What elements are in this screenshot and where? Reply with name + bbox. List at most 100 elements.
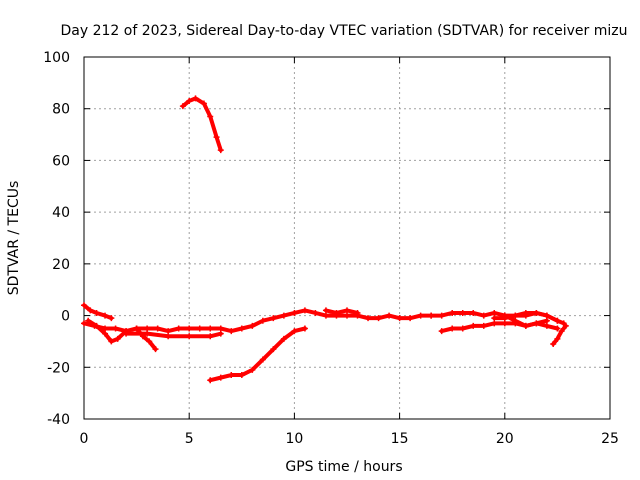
- data-point: [81, 302, 87, 309]
- data-point: [449, 309, 456, 316]
- series-line-arc-3: [86, 318, 129, 344]
- data-point: [213, 134, 220, 141]
- data-point: [207, 333, 214, 340]
- x-axis-label: GPS time / hours: [285, 459, 402, 475]
- data-point: [543, 317, 550, 324]
- series-line-arc-2: [82, 308, 434, 334]
- data-point: [154, 325, 161, 332]
- data-point: [165, 328, 172, 335]
- data-point: [438, 312, 445, 319]
- data-point: [480, 312, 487, 319]
- data-point: [522, 322, 529, 329]
- data-point: [102, 325, 109, 332]
- data-point: [533, 309, 540, 316]
- data-point: [207, 113, 214, 120]
- series-line-arc-7: [208, 326, 307, 383]
- data-point: [108, 315, 115, 322]
- data-point: [280, 312, 287, 319]
- data-point: [217, 147, 224, 154]
- data-point: [512, 312, 519, 319]
- data-point: [491, 320, 498, 327]
- data-point: [322, 307, 329, 314]
- y-tick-label: 80: [52, 102, 70, 118]
- data-point: [554, 325, 561, 332]
- data-point: [344, 307, 350, 314]
- data-point: [312, 309, 319, 316]
- data-point: [196, 325, 203, 332]
- y-tick-label: 40: [52, 205, 70, 221]
- data-point: [459, 309, 466, 316]
- data-point: [152, 346, 159, 353]
- data-point: [217, 325, 224, 332]
- data-point: [238, 372, 245, 379]
- series-line-arc-6: [180, 96, 223, 153]
- data-point: [438, 328, 445, 335]
- y-axis-label: SDTVAR / TECUs: [6, 181, 22, 296]
- data-point: [558, 328, 565, 335]
- data-point: [102, 330, 109, 337]
- plot-frame: [83, 56, 611, 420]
- data-point: [123, 330, 130, 337]
- x-tick-label: 20: [496, 431, 514, 447]
- data-point: [102, 312, 109, 319]
- data-point: [200, 100, 207, 107]
- chart-title: Day 212 of 2023, Sidereal Day-to-day VTE…: [61, 23, 628, 39]
- data-point: [81, 320, 87, 327]
- data-point: [354, 309, 361, 316]
- data-point: [533, 320, 540, 327]
- data-point: [375, 315, 382, 322]
- data-point: [228, 372, 235, 379]
- series-line-arc-13: [551, 323, 568, 347]
- data-point: [407, 315, 414, 322]
- data-point: [144, 325, 151, 332]
- x-tick-labels: 0 5 10 15 20 25: [80, 431, 619, 447]
- data-point: [93, 322, 100, 329]
- y-tick-label: 60: [52, 153, 70, 169]
- y-tick-label: 20: [52, 257, 70, 273]
- data-point: [522, 309, 529, 316]
- data-point: [207, 325, 214, 332]
- data-point: [417, 312, 424, 319]
- data-point: [179, 103, 186, 110]
- data-point: [249, 366, 256, 373]
- data-point: [512, 317, 519, 324]
- data-point: [550, 341, 557, 348]
- data-point: [270, 315, 277, 322]
- data-point: [322, 312, 329, 319]
- x-tick-label: 15: [391, 431, 409, 447]
- data-point: [344, 312, 350, 319]
- data-point: [259, 356, 266, 363]
- data-point: [480, 322, 487, 329]
- data-point: [249, 322, 256, 329]
- data-point: [108, 338, 115, 345]
- y-tick-label: -20: [47, 360, 70, 376]
- data-point: [301, 307, 308, 314]
- data-point: [396, 315, 403, 322]
- x-tick-label: 5: [185, 431, 194, 447]
- data-point: [270, 346, 277, 353]
- data-point: [175, 325, 182, 332]
- data-point: [365, 315, 372, 322]
- data-point: [543, 322, 550, 329]
- data-point: [333, 309, 340, 316]
- data-point: [301, 325, 308, 332]
- data-point: [186, 333, 193, 340]
- data-point: [554, 335, 561, 342]
- data-point: [259, 317, 266, 324]
- data-point: [192, 95, 199, 102]
- data-point: [386, 312, 393, 319]
- data-point: [186, 97, 193, 104]
- data-point: [562, 322, 569, 329]
- y-tick-label: -40: [47, 412, 70, 428]
- data-series: [81, 95, 569, 384]
- x-tick-label: 10: [285, 431, 303, 447]
- data-point: [470, 309, 477, 316]
- data-point: [291, 309, 298, 316]
- data-point: [554, 317, 561, 324]
- x-tick-label: 25: [601, 431, 619, 447]
- y-tick-label: 100: [43, 50, 70, 66]
- data-point: [459, 325, 466, 332]
- data-point: [291, 328, 298, 335]
- data-point: [491, 309, 498, 316]
